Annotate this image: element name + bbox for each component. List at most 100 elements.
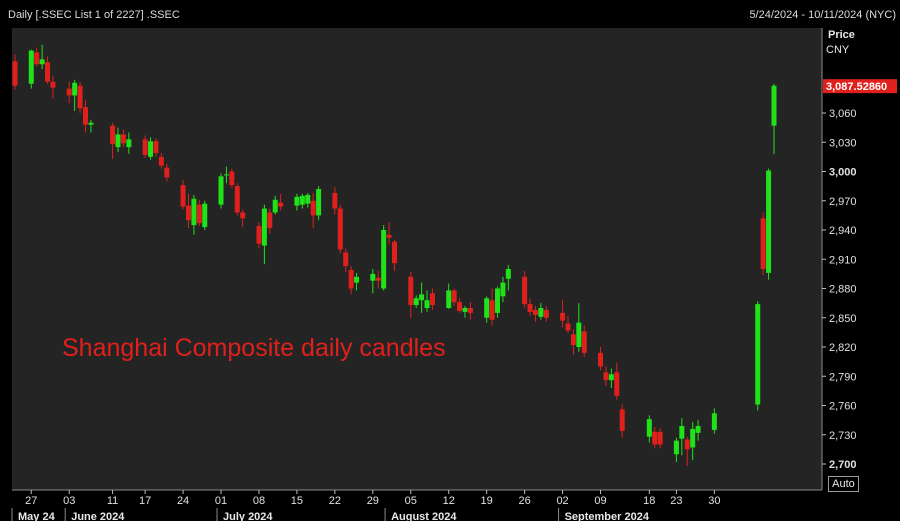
candle-body (240, 212, 246, 219)
candle-body (646, 419, 652, 437)
month-label: September 2024 (565, 511, 650, 521)
x-tick-label: 17 (139, 495, 151, 507)
candle-body (120, 134, 126, 144)
candle-body (142, 139, 148, 155)
candle-body (12, 61, 18, 86)
candle-body (218, 176, 224, 205)
x-tick-label: 03 (63, 495, 75, 507)
candle-body (278, 202, 284, 207)
x-tick-label: 11 (107, 495, 118, 507)
candle-body (305, 194, 311, 204)
candle-body (581, 331, 587, 353)
chart-title: Daily [.SSEC List 1 of 2227] .SSEC (8, 9, 180, 21)
candle-body (316, 189, 322, 216)
candle-body (598, 352, 604, 367)
candle-body (164, 167, 170, 178)
candle-body (608, 374, 614, 381)
x-tick-label: 05 (405, 495, 417, 507)
auto-scale-button[interactable]: Auto (828, 476, 859, 492)
candle-body (148, 141, 154, 157)
candle-body (34, 52, 40, 65)
candle-body (381, 230, 387, 289)
y-tick-label: 2,850 (829, 313, 857, 325)
candle-body (50, 81, 56, 88)
candle-body (462, 308, 468, 312)
month-label: July 2024 (223, 511, 273, 521)
candle-body (28, 50, 34, 84)
x-tick-label: 23 (670, 495, 682, 507)
candle-body (180, 185, 186, 207)
candle-body (223, 174, 229, 176)
x-tick-label: 30 (708, 495, 720, 507)
y-tick-label: 2,790 (829, 371, 857, 383)
candle-body (500, 282, 506, 297)
y-tick-label: 2,730 (829, 430, 857, 442)
candle-body (413, 298, 419, 306)
candle-body (234, 186, 240, 213)
candle-body (619, 409, 625, 431)
candle-body (196, 204, 202, 224)
x-tick-label: 22 (329, 495, 341, 507)
y-tick-label: 2,760 (829, 401, 857, 413)
candle-body (538, 308, 544, 317)
x-tick-label: 15 (291, 495, 303, 507)
y-tick-label: 3,030 (829, 137, 857, 149)
y-tick-label: 3,060 (829, 108, 857, 120)
month-label: August 2024 (391, 511, 457, 521)
candle-body (690, 428, 696, 448)
candle-body (202, 203, 208, 228)
candle-body (185, 205, 191, 221)
candle-body (614, 372, 620, 396)
candle-body (158, 156, 164, 166)
last-price-label: 3,087.52860 (826, 81, 887, 93)
candle-body (72, 82, 78, 96)
candle-body (695, 425, 701, 433)
candle-body (332, 192, 338, 209)
candle-body (82, 107, 88, 125)
y-tick-label: 2,820 (829, 342, 857, 354)
candle-body (467, 308, 473, 313)
candle-body (543, 309, 549, 318)
candle-body (603, 372, 609, 381)
candle-body (505, 269, 511, 279)
candle-body (766, 170, 772, 273)
x-tick-label: 12 (443, 495, 455, 507)
candle-body (386, 234, 392, 238)
candle-body (256, 226, 262, 244)
candle-body (457, 302, 463, 311)
x-tick-label: 01 (215, 495, 227, 507)
x-tick-label: 02 (556, 495, 568, 507)
candle-body (88, 122, 94, 125)
candle-body (652, 431, 658, 445)
y-tick-label: 2,910 (829, 254, 857, 266)
plot-area[interactable] (12, 28, 822, 490)
candle-body (495, 288, 501, 313)
candle-body (565, 323, 571, 331)
candle-body (191, 198, 197, 226)
candle-body (484, 298, 490, 318)
date-range: 5/24/2024 - 10/11/2024 (NYC) (749, 9, 896, 21)
candle-body (560, 312, 566, 321)
candle-body (354, 276, 360, 283)
candle-body (771, 85, 777, 126)
month-label: June 2024 (71, 511, 125, 521)
candle-body (711, 413, 717, 430)
candle-body (451, 290, 457, 303)
candle-body (527, 304, 533, 312)
last-price-tag (823, 79, 897, 94)
x-tick-label: 18 (643, 495, 655, 507)
candle-body (229, 171, 235, 186)
candle-body (77, 85, 83, 109)
candle-body (337, 208, 343, 250)
candle-body (392, 241, 397, 264)
candle-body (684, 439, 690, 450)
candle-body (489, 300, 495, 320)
currency-axis-label: CNY (826, 44, 850, 56)
candle-body (370, 273, 376, 281)
candle-body (348, 269, 354, 289)
candle-body (126, 139, 132, 148)
candle-body (673, 440, 679, 455)
x-tick-label: 26 (518, 495, 530, 507)
candle-body (576, 322, 582, 347)
